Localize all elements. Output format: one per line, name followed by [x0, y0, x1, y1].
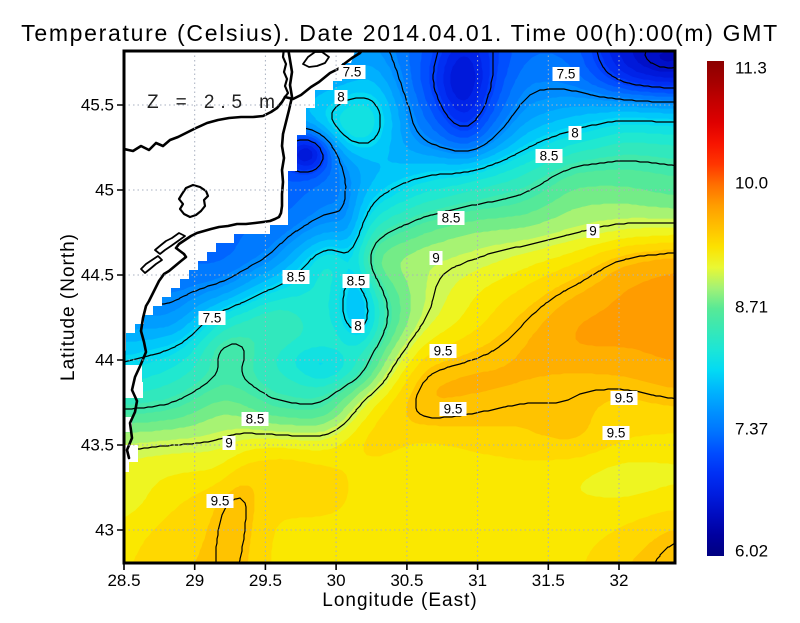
svg-text:9.5: 9.5 — [211, 494, 230, 509]
svg-text:8.5: 8.5 — [442, 211, 461, 226]
svg-text:8.5: 8.5 — [540, 149, 559, 164]
svg-text:9: 9 — [225, 436, 233, 451]
svg-text:7.5: 7.5 — [343, 65, 362, 80]
svg-text:8.5: 8.5 — [347, 274, 366, 289]
svg-text:8.5: 8.5 — [246, 412, 265, 427]
svg-text:8: 8 — [354, 319, 362, 334]
svg-text:9.5: 9.5 — [615, 391, 634, 406]
svg-text:28.5: 28.5 — [107, 571, 140, 590]
svg-text:30.5: 30.5 — [390, 571, 423, 590]
svg-text:44.5: 44.5 — [81, 266, 114, 285]
svg-text:Latitude (North): Latitude (North) — [58, 233, 79, 381]
svg-text:29: 29 — [185, 571, 204, 590]
svg-text:9.5: 9.5 — [434, 344, 453, 359]
svg-text:7.5: 7.5 — [557, 67, 576, 82]
svg-text:44: 44 — [95, 351, 114, 370]
svg-text:31.5: 31.5 — [532, 571, 565, 590]
svg-text:9: 9 — [432, 251, 440, 266]
svg-text:8.71: 8.71 — [735, 298, 768, 317]
svg-text:9: 9 — [589, 224, 597, 239]
svg-text:43.5: 43.5 — [81, 436, 114, 455]
svg-text:Longitude (East): Longitude (East) — [322, 590, 477, 611]
svg-text:7.37: 7.37 — [735, 420, 768, 439]
svg-text:29.5: 29.5 — [249, 571, 282, 590]
svg-text:Z = 2.5 m: Z = 2.5 m — [147, 92, 281, 113]
svg-text:31: 31 — [468, 571, 487, 590]
svg-text:9.5: 9.5 — [607, 426, 626, 441]
svg-text:6.02: 6.02 — [735, 542, 768, 561]
svg-text:9.5: 9.5 — [444, 402, 463, 417]
svg-text:45: 45 — [95, 181, 114, 200]
svg-text:30: 30 — [327, 571, 346, 590]
svg-text:10.0: 10.0 — [735, 174, 768, 193]
svg-text:11.3: 11.3 — [735, 59, 767, 78]
svg-text:32: 32 — [610, 571, 629, 590]
svg-text:8.5: 8.5 — [287, 270, 306, 285]
svg-text:43: 43 — [95, 521, 114, 540]
svg-text:45.5: 45.5 — [81, 96, 114, 115]
svg-text:8: 8 — [571, 126, 579, 141]
svg-text:7.5: 7.5 — [203, 311, 222, 326]
svg-text:Temperature (Celsius). Date 20: Temperature (Celsius). Date 2014.04.01. … — [21, 20, 779, 46]
svg-text:8: 8 — [337, 90, 345, 105]
